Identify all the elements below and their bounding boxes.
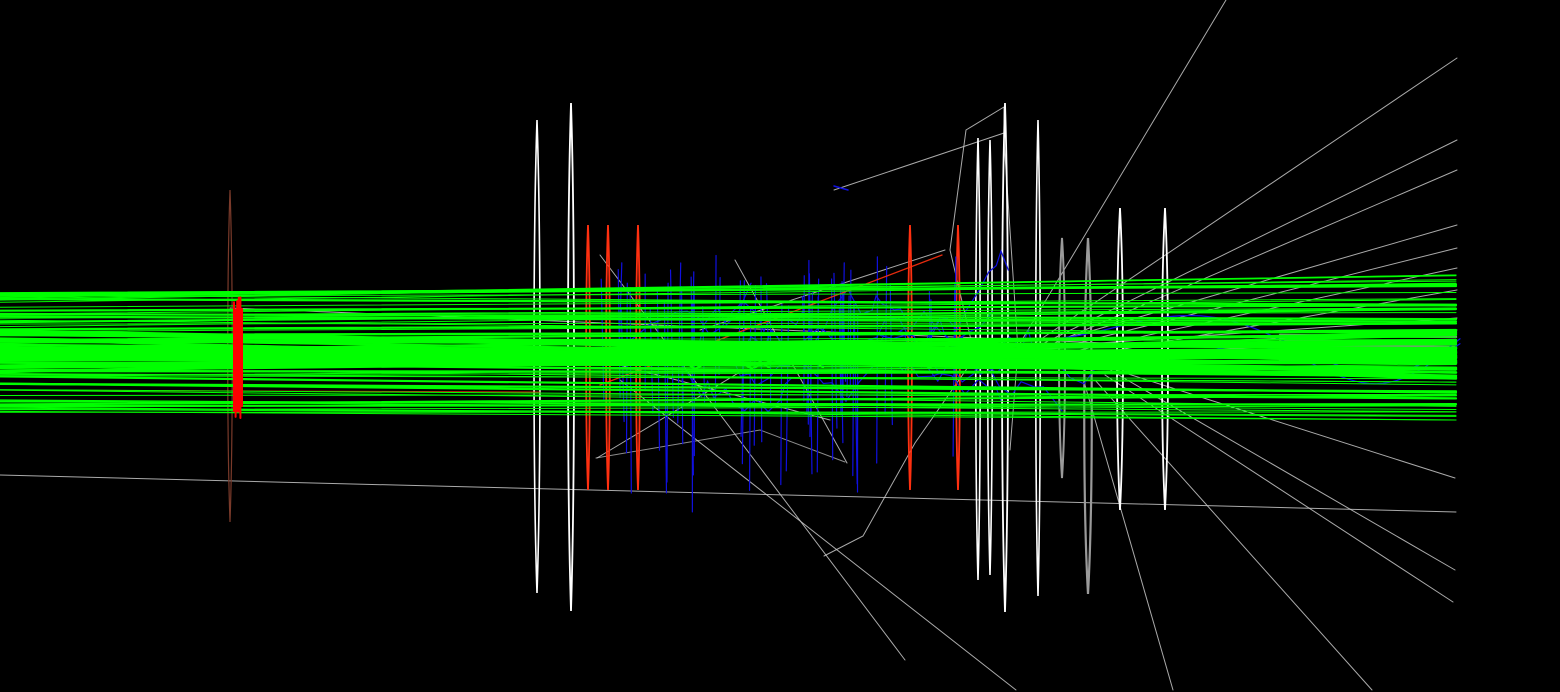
primary-track-scatter bbox=[717, 351, 771, 369]
primary-track-group bbox=[0, 254, 1458, 421]
primary-track-scatter bbox=[636, 351, 695, 369]
detector-plane-white bbox=[533, 119, 541, 594]
detector-plane-red bbox=[635, 224, 641, 491]
primary-track-scatter bbox=[912, 351, 963, 369]
primary-track-scatter bbox=[887, 341, 939, 356]
detector-plane-red bbox=[585, 224, 591, 491]
primary-track bbox=[0, 280, 1457, 295]
detector-plane-white bbox=[974, 137, 982, 581]
detector-plane-white bbox=[1161, 207, 1169, 511]
secondary-track bbox=[833, 132, 1005, 191]
detector-plane-red bbox=[605, 224, 611, 491]
primary-track bbox=[0, 408, 1457, 417]
primary-track-scatter bbox=[620, 341, 670, 353]
primary-track-scatter bbox=[655, 346, 715, 359]
primary-track-scatter bbox=[716, 351, 777, 370]
detector-plane-white bbox=[567, 102, 575, 612]
secondary-track bbox=[595, 429, 846, 463]
primary-track-scatter bbox=[935, 339, 995, 364]
primary-track bbox=[0, 405, 1457, 411]
primary-track bbox=[0, 410, 1457, 421]
secondary-track bbox=[1094, 379, 1373, 691]
secondary-track-zigzag bbox=[823, 106, 1019, 557]
secondary-track bbox=[1069, 247, 1458, 346]
primary-track-scatter bbox=[767, 347, 825, 369]
primary-track bbox=[0, 282, 1457, 303]
primary-track bbox=[0, 298, 1457, 308]
curl-track-vertical bbox=[853, 303, 858, 485]
secondary-track bbox=[1009, 57, 1458, 361]
primary-track-scatter bbox=[807, 351, 853, 360]
primary-track-scatter bbox=[792, 350, 838, 354]
secondary-track bbox=[1084, 384, 1174, 691]
secondary-track bbox=[619, 379, 1017, 691]
secondary-track bbox=[0, 474, 1457, 513]
detector-plane-white bbox=[1116, 207, 1124, 511]
detector-plane-white bbox=[1034, 119, 1042, 597]
target-hit-group bbox=[233, 296, 243, 419]
curl-track-stub bbox=[833, 185, 849, 191]
detector-plane-gray bbox=[1083, 237, 1093, 595]
primary-track-scatter bbox=[667, 351, 724, 370]
secondary-track bbox=[1099, 364, 1456, 479]
primary-track bbox=[0, 279, 1457, 299]
secondary-track bbox=[1009, 0, 1227, 361]
primary-track-scatter bbox=[840, 351, 890, 359]
primary-track bbox=[0, 294, 1457, 307]
detector-plane-brown bbox=[227, 189, 233, 523]
curl-track bbox=[807, 288, 908, 354]
secondary-track bbox=[1029, 139, 1458, 351]
detector-plane-gray bbox=[1058, 237, 1066, 479]
primary-track-scatter bbox=[910, 351, 966, 360]
